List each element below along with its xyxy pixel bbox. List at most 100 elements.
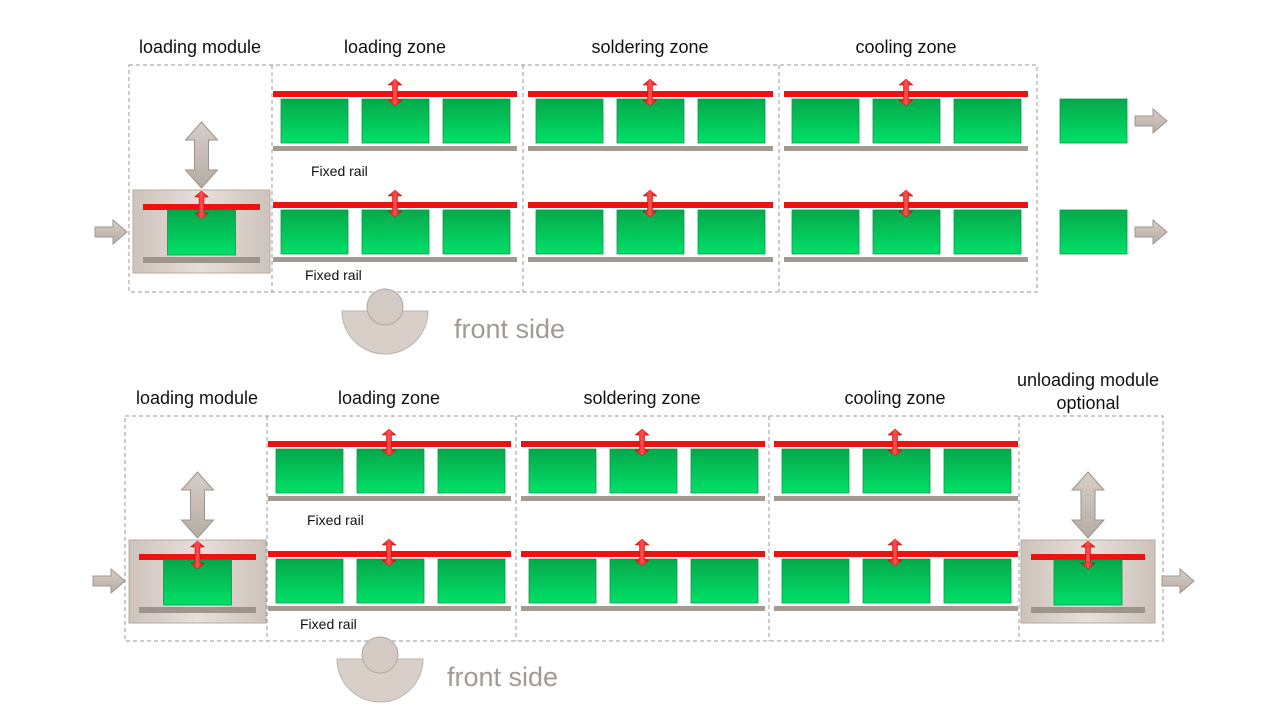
- pcb-board: [356, 558, 425, 604]
- gray-right-arrow-icon: [1134, 107, 1168, 135]
- cooling-zone-label: cooling zone: [844, 388, 946, 408]
- fixed-rail: [273, 146, 517, 151]
- red-double-arrow-icon: [898, 189, 914, 218]
- gray-right-arrow-icon: [1161, 567, 1195, 595]
- pcb-board: [437, 558, 506, 604]
- fixed-rail: [528, 257, 773, 262]
- pcb-board: [163, 559, 232, 606]
- pcb-board: [442, 98, 511, 144]
- fixed-rail: [784, 257, 1028, 262]
- soldering-zone-label: soldering zone: [583, 388, 701, 408]
- pcb-board: [609, 558, 678, 604]
- fixed-rail-label: Fixed rail: [300, 616, 357, 632]
- gray-double-arrow-icon: [1070, 471, 1106, 539]
- red-double-arrow-icon: [887, 428, 903, 457]
- pcb-board: [528, 558, 597, 604]
- pcb-board: [275, 558, 344, 604]
- pcb-board: [862, 448, 931, 494]
- loading-module-label: loading module: [135, 388, 259, 408]
- pcb-board: [690, 558, 759, 604]
- red-double-arrow-icon: [387, 189, 403, 218]
- pcb-board: [361, 209, 430, 255]
- fixed-rail: [268, 496, 511, 501]
- red-double-arrow-icon: [381, 538, 397, 567]
- red-double-arrow-icon: [642, 78, 658, 107]
- fixed-rail: [521, 496, 765, 501]
- pcb-board: [697, 98, 766, 144]
- gray-right-arrow-icon: [1134, 218, 1168, 246]
- pcb-board: [535, 209, 604, 255]
- loading-zone-label: loading zone: [343, 37, 447, 57]
- pcb-board: [862, 558, 931, 604]
- red-double-arrow-icon: [387, 78, 403, 107]
- red-double-arrow-icon: [1080, 540, 1096, 570]
- pcb-board: [616, 98, 685, 144]
- fixed-rail: [143, 257, 260, 263]
- fixed-rail: [268, 606, 511, 611]
- gray-double-arrow-icon: [184, 121, 219, 189]
- pcb-board: [697, 209, 766, 255]
- red-double-arrow-icon: [189, 540, 206, 570]
- pcb-board: [690, 448, 759, 494]
- fixed-rail: [521, 606, 765, 611]
- pcb-board: [872, 98, 941, 144]
- gray-right-arrow-icon: [94, 218, 128, 246]
- red-double-arrow-icon: [634, 538, 650, 567]
- pcb-board: [361, 98, 430, 144]
- zone-boundary: [124, 415, 1164, 642]
- red-double-arrow-icon: [193, 190, 210, 220]
- soldering-zone-label: soldering zone: [591, 37, 709, 57]
- loading-zone-label: loading zone: [337, 388, 441, 408]
- fixed-rail: [528, 146, 773, 151]
- red-double-arrow-icon: [634, 428, 650, 457]
- unloading-module-label: unloading module: [1016, 370, 1160, 390]
- red-double-arrow-icon: [898, 78, 914, 107]
- pcb-board: [791, 98, 860, 144]
- pcb-board: [943, 448, 1012, 494]
- pcb-board: [356, 448, 425, 494]
- fixed-rail: [774, 496, 1018, 501]
- pcb-board: [781, 448, 850, 494]
- pcb-board: [437, 448, 506, 494]
- fixed-rail-label: Fixed rail: [311, 163, 368, 179]
- gray-right-arrow-icon: [92, 567, 126, 595]
- pcb-board: [442, 209, 511, 255]
- pcb-board: [280, 209, 349, 255]
- pcb-board: [781, 558, 850, 604]
- pcb-board: [943, 558, 1012, 604]
- pcb-board: [872, 209, 941, 255]
- fixed-rail: [1031, 607, 1145, 613]
- gray-double-arrow-icon: [180, 471, 215, 539]
- front-side-operator-icon: [366, 288, 404, 326]
- fixed-rail: [784, 146, 1028, 151]
- pcb-board: [953, 98, 1022, 144]
- pcb-board: [528, 448, 597, 494]
- unloading-optional-label: optional: [1056, 393, 1120, 413]
- front-side-label: front side: [454, 314, 566, 344]
- fixed-rail: [139, 607, 256, 613]
- front-side-operator-icon: [336, 658, 424, 703]
- fixed-rail: [273, 257, 517, 262]
- pcb-board: [953, 209, 1022, 255]
- red-double-arrow-icon: [887, 538, 903, 567]
- loading-module-label: loading module: [138, 37, 262, 57]
- pcb-board: [535, 98, 604, 144]
- front-side-label: front side: [447, 662, 559, 692]
- pcb-board: [275, 448, 344, 494]
- pcb-board: [609, 448, 678, 494]
- zone-boundary: [128, 64, 1038, 293]
- pcb-board: [280, 98, 349, 144]
- pcb-board: [1059, 98, 1128, 144]
- fixed-rail-label: Fixed rail: [305, 267, 362, 283]
- fixed-rail: [774, 606, 1018, 611]
- pcb-board: [1059, 209, 1128, 255]
- front-side-operator-icon: [341, 310, 429, 355]
- red-double-arrow-icon: [381, 428, 397, 457]
- fixed-rail-label: Fixed rail: [307, 512, 364, 528]
- cooling-zone-label: cooling zone: [855, 37, 957, 57]
- red-double-arrow-icon: [642, 189, 658, 218]
- pcb-board: [616, 209, 685, 255]
- front-side-operator-icon: [361, 636, 399, 674]
- pcb-board: [791, 209, 860, 255]
